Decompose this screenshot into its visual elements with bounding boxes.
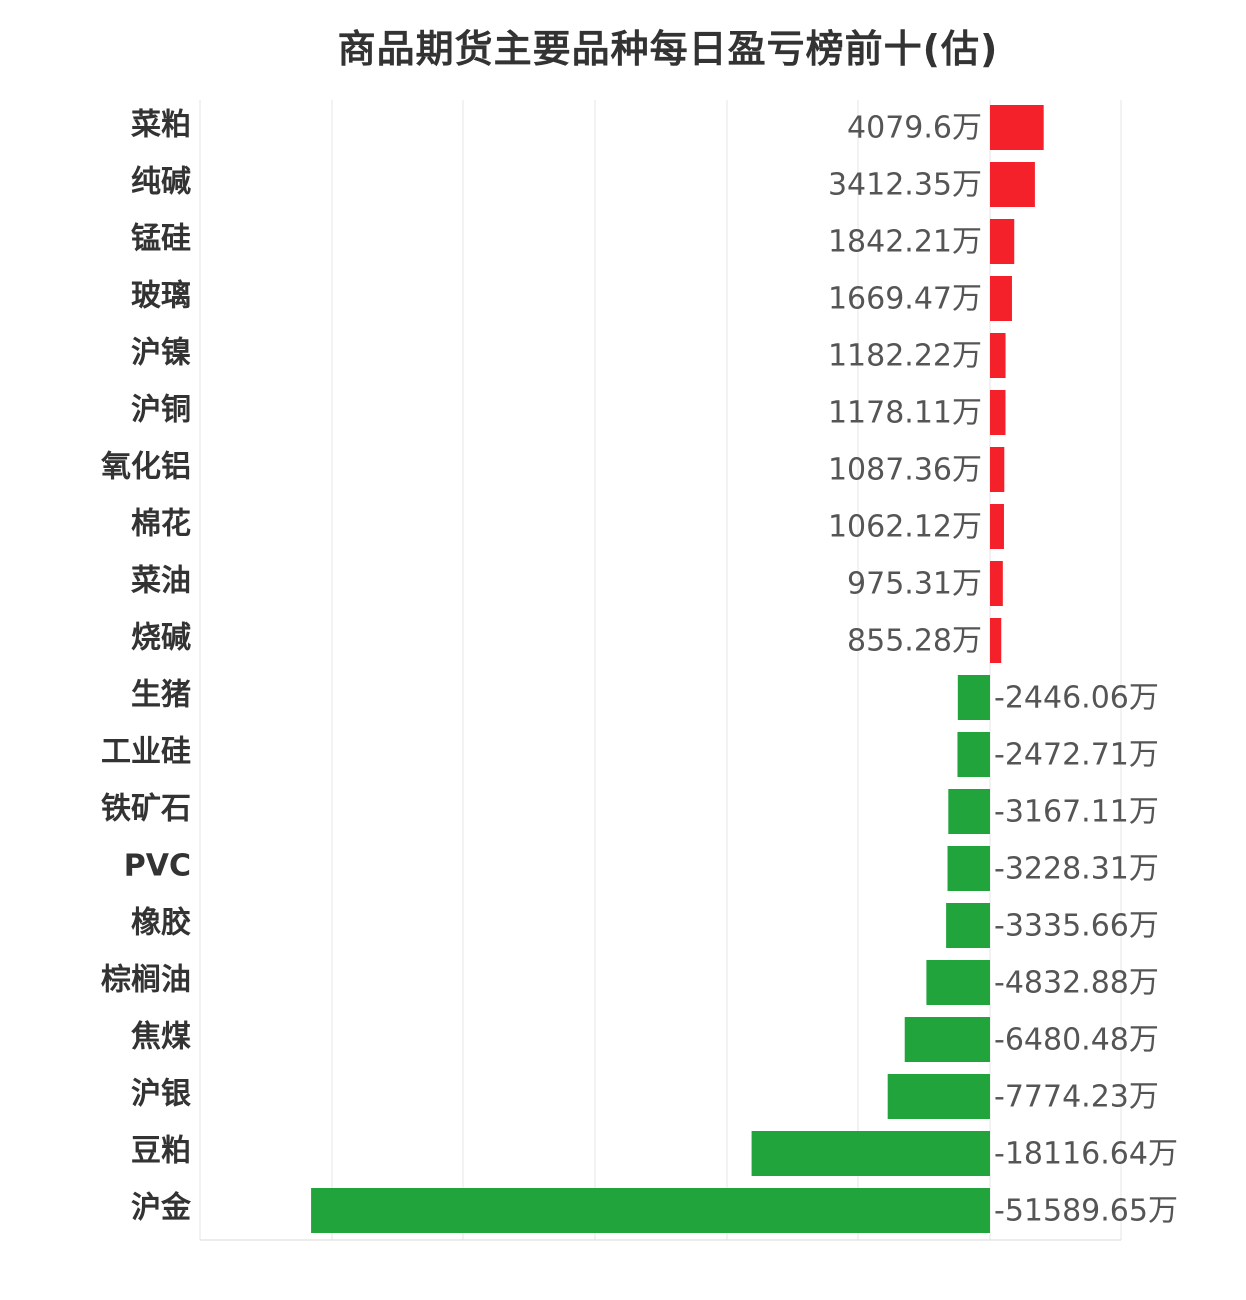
value-label: -7774.23万: [994, 1080, 1159, 1115]
category-label: 沪金: [131, 1191, 192, 1226]
category-label: 橡胶: [131, 906, 191, 941]
bar-11: [957, 732, 990, 777]
grid-lines: [199, 100, 1122, 1241]
category-label: 纯碱: [131, 165, 191, 200]
bars: [311, 105, 1044, 1233]
bar-3: [990, 276, 1012, 321]
bar-5: [990, 390, 1006, 435]
value-label: -3228.31万: [994, 852, 1159, 887]
bar-10: [957, 675, 990, 720]
category-label: 工业硅: [101, 735, 191, 770]
category-label: 氧化铝: [101, 450, 191, 485]
bar-19: [311, 1188, 990, 1233]
bar-0: [990, 105, 1044, 150]
category-label: 玻璃: [131, 279, 191, 314]
value-label: 1842.21万: [828, 225, 982, 260]
category-label: PVC: [124, 849, 191, 884]
value-label: 4079.6万: [847, 111, 982, 146]
bar-4: [990, 333, 1006, 378]
value-label: -2472.71万: [994, 738, 1159, 773]
category-label: 豆粕: [131, 1134, 191, 1169]
value-label: -51589.65万: [994, 1194, 1178, 1229]
category-label: 沪铜: [131, 393, 191, 428]
bar-7: [990, 504, 1004, 549]
value-label: 3412.35万: [828, 168, 982, 203]
category-label: 菜粕: [131, 108, 191, 143]
value-label: 1182.22万: [828, 339, 982, 374]
category-label: 铁矿石: [101, 792, 191, 827]
chart-title: 商品期货主要品种每日盈亏榜前十(估): [337, 27, 999, 71]
bar-13: [947, 846, 990, 891]
category-label: 锰硅: [131, 222, 191, 257]
bar-14: [946, 903, 990, 948]
bar-9: [990, 618, 1002, 663]
value-label: 975.31万: [847, 567, 982, 602]
bar-16: [904, 1017, 990, 1062]
bar-8: [990, 561, 1003, 606]
bar-1: [990, 162, 1035, 207]
category-label: 焦煤: [131, 1020, 191, 1055]
category-label: 沪镍: [131, 336, 191, 371]
category-label: 棉花: [131, 507, 191, 542]
category-label: 生猪: [131, 678, 191, 713]
value-label: -4832.88万: [994, 966, 1159, 1001]
value-label: -18116.64万: [994, 1137, 1178, 1172]
bar-15: [926, 960, 990, 1005]
value-label: 1669.47万: [828, 282, 982, 317]
value-label: -3335.66万: [994, 909, 1159, 944]
category-label: 菜油: [131, 564, 191, 599]
value-label: 1178.11万: [828, 396, 982, 431]
bar-17: [887, 1074, 990, 1119]
value-labels: 4079.6万 3412.35万 1842.21万 1669.47万 1182.22万 1…: [828, 111, 1178, 1229]
value-label: 1087.36万: [828, 453, 982, 488]
bar-12: [948, 789, 990, 834]
bar-18: [751, 1131, 990, 1176]
value-label: 855.28万: [847, 624, 982, 659]
bar-2: [990, 219, 1015, 264]
value-label: 1062.12万: [828, 510, 982, 545]
category-label: 棕榈油: [101, 963, 191, 998]
value-label: -6480.48万: [994, 1023, 1159, 1058]
bar-6: [990, 447, 1005, 492]
value-label: -3167.11万: [994, 795, 1159, 830]
category-label: 沪银: [131, 1077, 191, 1112]
category-label: 烧碱: [131, 621, 191, 656]
value-label: -2446.06万: [994, 681, 1159, 716]
